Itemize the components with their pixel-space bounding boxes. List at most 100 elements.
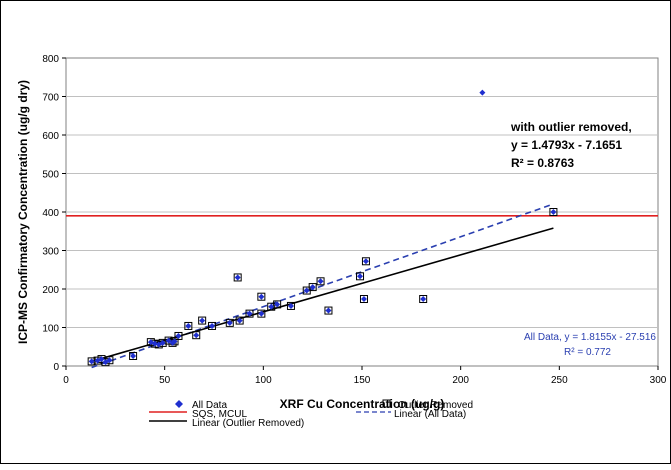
legend-item-sqs: SQS, MCUL: [149, 409, 247, 420]
outlier-removed-point: [184, 321, 193, 330]
all-data-point: [98, 356, 105, 363]
y-tick-label: 800: [42, 54, 59, 65]
y-tick-label: 100: [42, 324, 59, 335]
all-data-point: [420, 296, 427, 303]
outlier-removed-point: [129, 351, 138, 360]
y-tick-label: 700: [42, 93, 59, 104]
gridlines: [66, 96, 658, 328]
all-data-point: [258, 293, 265, 300]
x-tick-label: 50: [159, 375, 171, 386]
all-data-point: [130, 352, 137, 359]
all-data-point: [165, 337, 172, 344]
all-data-point: [268, 303, 275, 310]
outlier-removed-point: [549, 208, 558, 216]
all-data-point: [274, 301, 281, 308]
legend-item-outlier-removed: Outlier Removed: [382, 399, 473, 411]
outlier-removed-point: [257, 309, 266, 318]
x-tick-labels: 0 50 100 150 200 250 300: [63, 366, 667, 386]
outlier-removed-point: [316, 277, 325, 286]
all-data-point: [317, 278, 324, 285]
all-data-point: [193, 332, 200, 339]
outlier-removed-point: [356, 272, 365, 281]
all-data-point: [185, 322, 192, 329]
outlier-removed-point: [257, 292, 266, 301]
outlier-removed-point: [324, 306, 333, 315]
y-tick-label: 500: [42, 170, 59, 181]
legend-item-linear-all: Linear (All Data): [356, 409, 466, 420]
all-data-point: [287, 302, 294, 309]
legend-linear-all-label: Linear (All Data): [394, 409, 466, 420]
all-data-annotation: All Data, y = 1.8155x - 27.516 R² = 0.77…: [524, 332, 656, 358]
data-points: [87, 89, 558, 367]
all-data-point: [171, 338, 178, 345]
outlier-removed-point: [419, 295, 428, 304]
legend-square-icon: [382, 399, 391, 408]
legend-linear-outlier-label: Linear (Outlier Removed): [192, 418, 304, 429]
y-tick-label: 400: [42, 208, 59, 219]
x-tick-label: 100: [255, 375, 272, 386]
all-data-point: [362, 258, 369, 265]
legend-sqs-label: SQS, MCUL: [192, 409, 247, 420]
all-data-point: [226, 319, 233, 326]
all-data-annotation-line-1: All Data, y = 1.8155x - 27.516: [524, 332, 656, 343]
annotation-line-1: with outlier removed,: [510, 120, 632, 134]
x-tick-label: 150: [354, 375, 371, 386]
all-data-point: [151, 340, 158, 347]
outlier-removed-point: [87, 357, 96, 366]
all-data-point: [234, 274, 241, 281]
outlier-removed-point: [174, 331, 183, 340]
legend: All Data Outlier Removed SQS, MCUL Linea…: [149, 399, 473, 429]
outlier-removed-point: [225, 318, 234, 327]
legend-outlier-removed-label: Outlier Removed: [398, 400, 473, 411]
outlier-removed-point: [286, 301, 295, 310]
outlier-removed-point: [208, 321, 217, 330]
outlier-removed-point: [308, 283, 317, 292]
y-tick-label: 300: [42, 247, 59, 258]
annotation-line-2: y = 1.4793x - 7.1651: [511, 138, 622, 152]
x-axis-label: XRF Cu Concentration (ug/g): [280, 397, 445, 411]
legend-item-all-data: All Data: [175, 400, 227, 411]
all-data-point: [258, 310, 265, 317]
annotation-line-3: R² = 0.8763: [511, 156, 574, 170]
outlier-removed-point: [235, 316, 244, 325]
legend-diamond-icon: [175, 400, 183, 408]
all-data-point: [236, 317, 243, 324]
outlier-removed-point: [359, 295, 368, 304]
outlier-removed-point: [192, 331, 201, 340]
all-data-point: [246, 310, 253, 317]
all-data-point: [159, 339, 166, 346]
all-data-point: [175, 332, 182, 339]
x-tick-label: 300: [650, 375, 667, 386]
outlier-removed-point: [198, 316, 207, 325]
all-data-point: [209, 322, 216, 329]
outlier-removed-point: [361, 257, 370, 266]
all-data-point: [479, 89, 486, 96]
all-data-point: [360, 296, 367, 303]
all-data-point: [357, 273, 364, 280]
outlier-removed-point: [245, 309, 254, 318]
all-data-point: [88, 358, 95, 365]
y-axis-label: ICP-MS Confirmatory Concentration (ug/g …: [16, 80, 30, 344]
x-tick-label: 0: [63, 375, 69, 386]
y-tick-label: 0: [53, 362, 59, 373]
outlier-removed-point: [273, 300, 282, 309]
x-tick-label: 250: [551, 375, 568, 386]
outlier-removed-point: [233, 273, 242, 282]
all-data-annotation-line-2: R² = 0.772: [564, 347, 611, 358]
outlier-removed-annotation: with outlier removed, y = 1.4793x - 7.16…: [510, 120, 632, 170]
all-data-point: [199, 317, 206, 324]
all-data-point: [303, 287, 310, 294]
y-tick-label: 200: [42, 285, 59, 296]
y-tick-label: 600: [42, 131, 59, 142]
legend-item-linear-outlier: Linear (Outlier Removed): [149, 418, 304, 429]
x-tick-label: 200: [452, 375, 469, 386]
y-tick-labels: 0 100 200 300 400 500 600 700 800: [42, 54, 66, 373]
all-data-point: [325, 307, 332, 314]
all-data-point: [309, 284, 316, 291]
all-data-point: [550, 209, 557, 215]
legend-all-data-label: All Data: [192, 400, 227, 411]
outlier-removed-point: [267, 302, 276, 311]
all-data-point: [106, 357, 113, 364]
